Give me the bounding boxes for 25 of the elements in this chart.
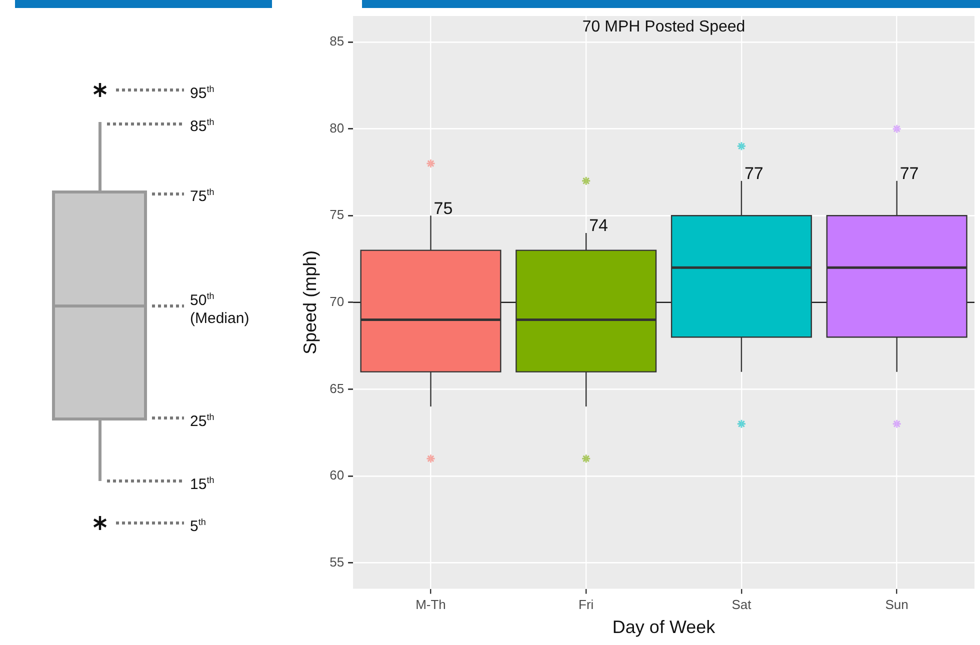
chart-title: 70 MPH Posted Speed — [582, 18, 746, 36]
text: 85$^{th}$ — [190, 116, 216, 136]
y-tick-label: 75 — [330, 207, 344, 222]
annotation: 75 — [434, 198, 453, 218]
y-axis-title: Speed (mph) — [300, 250, 320, 354]
text: 95$^{th}$ — [190, 83, 216, 103]
text: 25$^{th}$ — [190, 411, 216, 431]
annotation: 77 — [744, 164, 764, 184]
y-tick-label: 70 — [330, 294, 344, 309]
x-axis-title: Day of Week — [612, 617, 716, 638]
text: 15$^{th}$ — [190, 474, 216, 494]
y-tick-label: 55 — [330, 554, 344, 570]
annotation: 74 — [589, 216, 608, 236]
x-tick-label: Fri — [578, 597, 594, 612]
text: 50$^{th}$ (Median) — [190, 290, 250, 328]
y-tick-label: 65 — [330, 380, 344, 396]
y-tick-label: 60 — [330, 468, 344, 483]
x-tick-label: Sat — [732, 597, 752, 612]
y-tick-label: 85 — [330, 34, 344, 49]
y-tick-label: 80 — [330, 120, 344, 136]
x-tick-label: M-Th — [416, 597, 446, 612]
x-tick-label: Sun — [885, 597, 908, 612]
text: 75$^{th}$ — [190, 186, 216, 206]
annotation: 77 — [900, 164, 919, 184]
text: 5$^{th}$ — [190, 516, 207, 536]
